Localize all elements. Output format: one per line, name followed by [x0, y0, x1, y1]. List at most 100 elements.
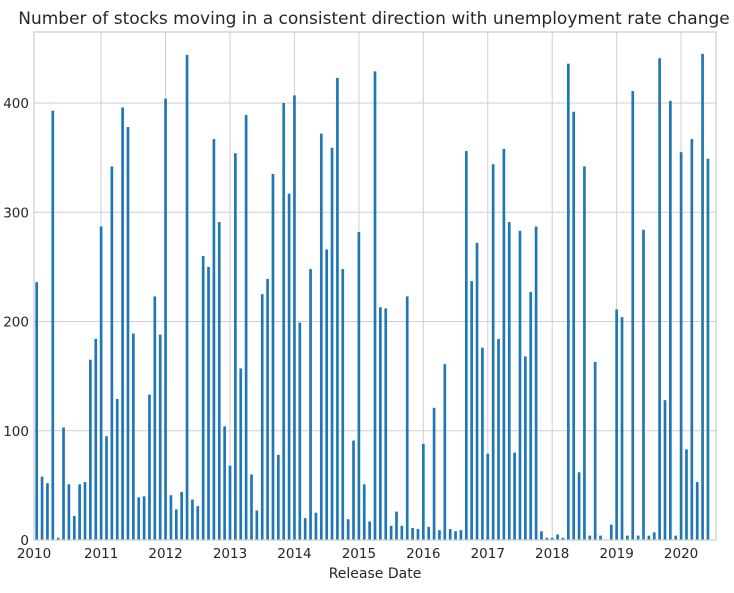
bar — [51, 110, 55, 540]
x-tick-label: 2016 — [406, 546, 440, 562]
bar — [132, 333, 135, 540]
bar — [669, 100, 672, 540]
bar — [534, 226, 538, 541]
bar — [362, 484, 366, 540]
x-tick-label: 2018 — [535, 546, 569, 562]
bar — [550, 537, 554, 540]
bar — [470, 281, 474, 540]
x-tick-label: 2020 — [664, 546, 698, 562]
bar — [395, 511, 398, 540]
bar — [652, 532, 656, 540]
bar — [121, 107, 124, 540]
bar — [212, 139, 216, 540]
bar — [260, 294, 264, 540]
bar — [583, 166, 586, 540]
x-tick-label: 2019 — [599, 546, 633, 562]
bar — [642, 229, 645, 540]
bar — [384, 308, 388, 540]
bar — [679, 152, 683, 540]
bar — [196, 506, 200, 540]
bar — [620, 317, 624, 540]
bar — [486, 453, 490, 540]
bar — [540, 531, 543, 540]
bar — [631, 90, 635, 541]
y-tick-label: 300 — [3, 205, 29, 221]
bar — [250, 474, 253, 540]
bar — [405, 296, 409, 540]
bar — [706, 158, 710, 541]
bar — [373, 71, 377, 540]
bar — [185, 54, 189, 541]
y-tick-label: 200 — [3, 315, 29, 331]
bar — [191, 499, 194, 540]
bar — [223, 426, 226, 540]
bar — [352, 440, 355, 540]
bar — [497, 338, 500, 540]
bar — [282, 103, 286, 541]
x-tick-label: 2010 — [17, 546, 51, 562]
bar — [126, 127, 130, 540]
bar — [234, 153, 237, 540]
bar — [314, 512, 318, 540]
bar — [336, 77, 339, 540]
bar — [556, 534, 559, 540]
bar — [271, 174, 275, 541]
bar — [62, 427, 65, 540]
bar — [169, 495, 173, 540]
plot-frame — [33, 31, 717, 541]
bar — [110, 166, 114, 540]
bar — [491, 164, 495, 540]
bar — [357, 231, 361, 540]
bar — [255, 510, 259, 540]
bar — [690, 139, 694, 540]
bar — [46, 483, 49, 540]
bar — [309, 269, 312, 540]
bar — [298, 322, 302, 540]
bar — [464, 151, 468, 540]
bar — [83, 482, 87, 540]
bar — [115, 399, 119, 540]
bar — [513, 452, 516, 540]
x-tick-label: 2014 — [277, 546, 311, 562]
bar — [67, 484, 71, 540]
bar — [368, 521, 371, 540]
bar — [416, 529, 420, 540]
bar — [158, 334, 162, 540]
bar — [148, 394, 151, 540]
x-tick-label: 2013 — [213, 546, 247, 562]
bar — [244, 115, 248, 540]
bar — [507, 222, 511, 540]
bar — [72, 515, 76, 540]
bar — [566, 63, 570, 540]
bar — [647, 535, 651, 540]
bar — [207, 266, 210, 540]
bar — [481, 347, 484, 540]
bar — [421, 443, 425, 540]
bar — [588, 535, 592, 540]
bar — [636, 535, 640, 540]
bar — [609, 524, 613, 540]
bar — [228, 465, 232, 540]
bar — [593, 361, 597, 540]
y-tick-label: 100 — [3, 424, 29, 440]
bar — [400, 525, 404, 540]
bar — [266, 278, 269, 540]
bar — [379, 307, 382, 540]
x-axis-label: Release Date — [329, 566, 422, 582]
bar — [389, 525, 393, 540]
bar — [432, 407, 436, 540]
x-tick-label: 2017 — [471, 546, 505, 562]
bar — [459, 530, 463, 540]
bar — [411, 527, 414, 540]
bar — [35, 282, 39, 540]
y-tick-label: 400 — [3, 96, 29, 112]
bar — [443, 364, 447, 540]
bar — [319, 133, 323, 540]
bar — [142, 496, 146, 540]
bar — [78, 484, 81, 540]
bar — [276, 454, 280, 540]
bar — [164, 98, 167, 540]
bar — [454, 531, 457, 540]
bar — [475, 242, 479, 541]
